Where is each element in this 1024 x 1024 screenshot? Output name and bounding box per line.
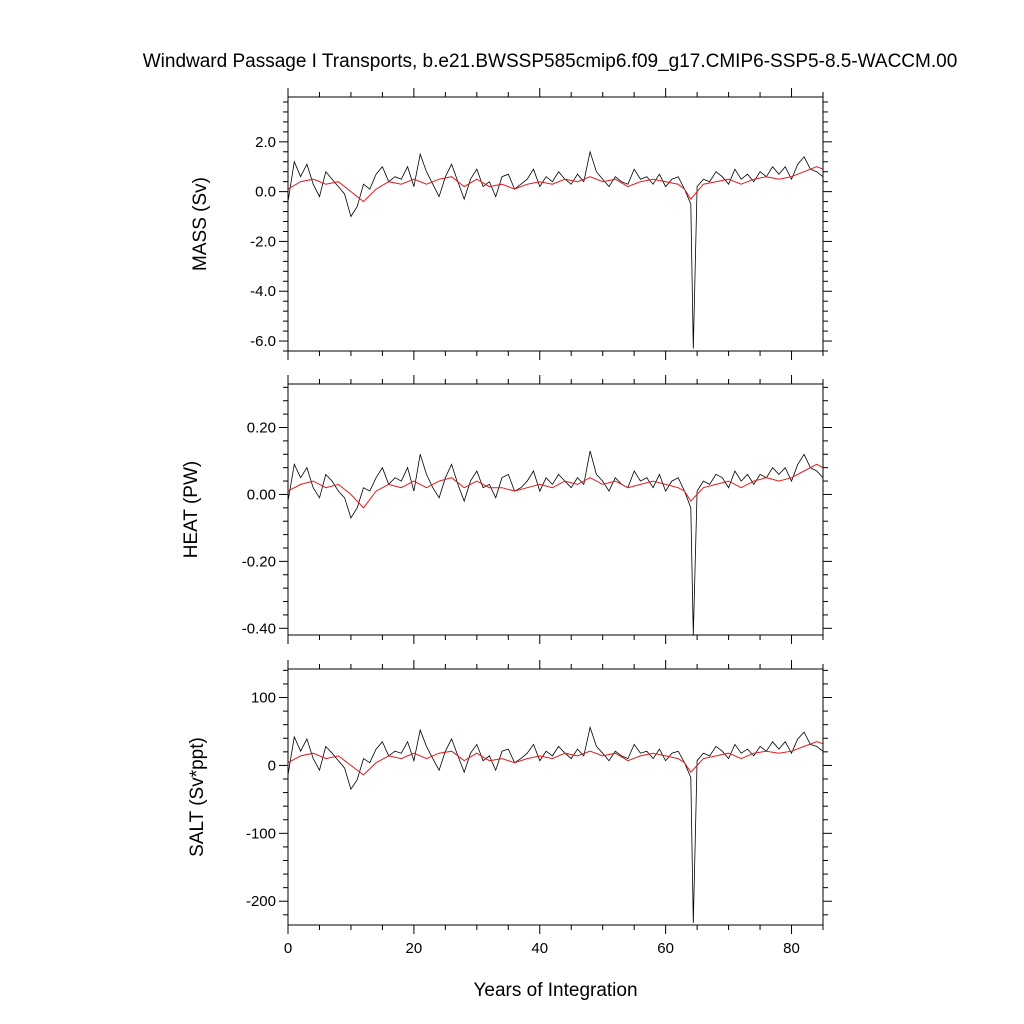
panels: 2.0 0.0 -2.0 -4.0 -6.0 MASS (Sv) 0.20 0.00 -0.20… (181, 88, 832, 1001)
y-tick-label: -2.0 (250, 233, 276, 250)
y-tick-label: 0.20 (247, 420, 276, 437)
x-axis-label: Years of Integration (473, 980, 637, 1001)
series-monthly-line-2 (288, 450, 823, 635)
panel-2: 0.20 0.00 -0.20 -0.40 HEAT (PW) (181, 375, 832, 644)
y-tick-label: -0.40 (242, 620, 276, 637)
y-tick-label: -6.0 (250, 333, 276, 350)
y-tick-label: -200 (246, 893, 276, 910)
plot-frame (287, 383, 824, 636)
plot-frame (287, 96, 824, 352)
y-tick-label: 0.0 (255, 184, 276, 201)
x-tick-label: 20 (406, 940, 423, 957)
y-tick-label: 0.00 (247, 486, 276, 503)
panel-1: 2.0 0.0 -2.0 -4.0 -6.0 MASS (Sv) (190, 88, 832, 360)
y-tick-label: 0 (268, 757, 276, 774)
y-tick-label: -100 (246, 825, 276, 842)
chart-title: Windward Passage I Transports, b.e21.BWS… (143, 51, 958, 72)
series-smoothed-line-1 (288, 166, 823, 203)
y-tick-label: -4.0 (250, 283, 276, 300)
y-tick-label: -0.20 (242, 553, 276, 570)
plot-frame (287, 668, 824, 926)
x-tick-label: 0 (284, 940, 292, 957)
y-axis-label: SALT (Sv*ppt) (187, 737, 208, 857)
series-monthly-line-1 (288, 150, 823, 349)
panel-3: 0 20 40 60 80 100 0 -100 -200 SALT (Sv*ppt) Years … (187, 660, 832, 1001)
x-tick-label: 80 (783, 940, 800, 957)
y-tick-label: 2.0 (255, 134, 276, 151)
y-tick-label: 100 (251, 690, 276, 707)
series-monthly-line-3 (288, 725, 823, 924)
y-axis-label: HEAT (PW) (181, 461, 202, 558)
x-tick-label: 40 (531, 940, 548, 957)
series-smoothed-line-2 (288, 463, 823, 509)
series-smoothed-line-3 (288, 741, 823, 776)
y-axis-label: MASS (Sv) (190, 177, 211, 271)
x-tick-label: 60 (657, 940, 674, 957)
